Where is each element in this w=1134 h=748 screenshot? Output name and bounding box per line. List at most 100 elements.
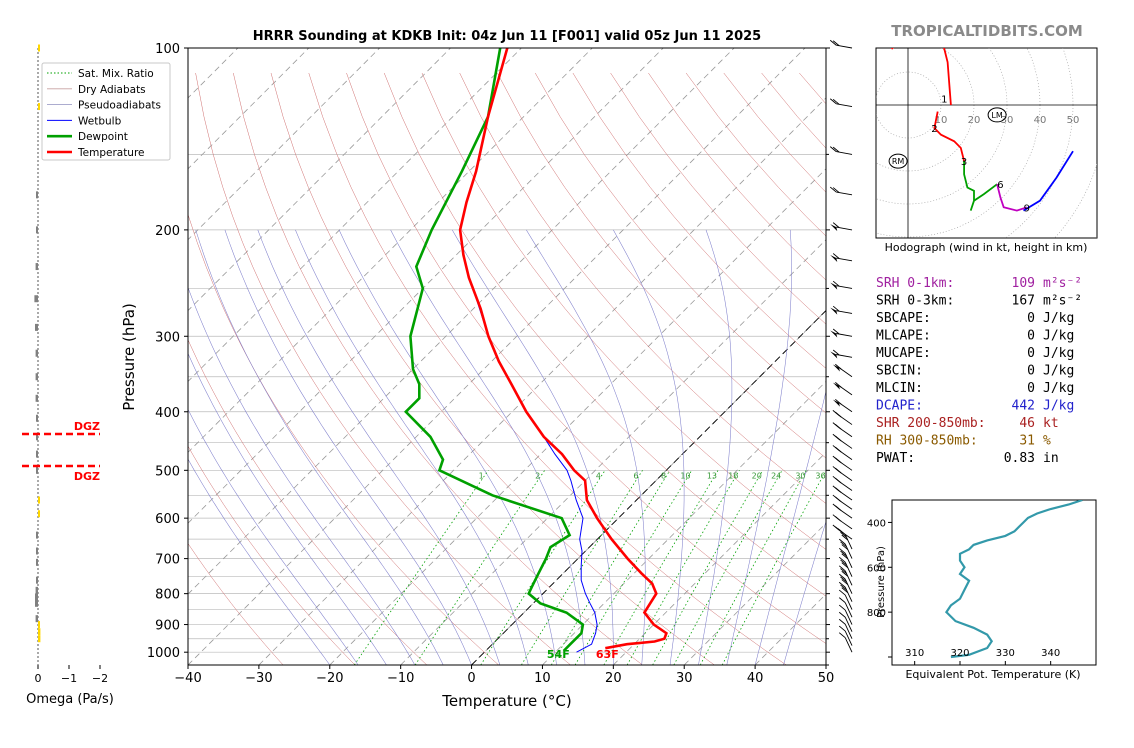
barb-feather: [838, 581, 846, 588]
mixing-ratio-line: [721, 470, 826, 665]
barb-shaft: [844, 630, 853, 646]
dry-adiabat-line: [188, 339, 428, 665]
isotherm-line: [683, 522, 826, 665]
omega-bar: [35, 394, 38, 402]
isotherm-line: [258, 97, 826, 665]
skewt-legend: Sat. Mix. Ratio Dry Adiabats Pseudoadiabat…: [41, 62, 171, 161]
barb-feather: [832, 222, 840, 228]
wind-barb: [838, 589, 853, 610]
dewpoint-line: [403, 48, 585, 652]
dry-adiabat-line: [497, 72, 826, 459]
dry-adiabat-line: [188, 445, 356, 665]
barb-feather: [832, 280, 840, 287]
omega-bar: [36, 547, 38, 555]
wind-barb: [838, 538, 853, 559]
wind-barb: [832, 363, 853, 378]
index-unit: kt: [1043, 416, 1059, 431]
omega-tick-label: −2: [92, 672, 108, 685]
barb-feather: [835, 457, 842, 464]
omega-bar: [35, 593, 38, 601]
barb-feather: [835, 423, 842, 430]
barb-pennant: [830, 224, 838, 232]
dgz-bottom-label: DGZ: [74, 470, 100, 483]
storm-motion-marker: [987, 107, 1007, 123]
y-tick-label: 200: [155, 224, 180, 239]
dry-adiabat-line: [233, 72, 643, 665]
y-tick-label: 600: [155, 512, 180, 527]
y-tick-label: 500: [155, 464, 180, 479]
hodograph-segment: [1023, 150, 1074, 212]
dgz-markers: DGZ DGZ: [22, 420, 100, 483]
isotherm-line: [329, 168, 826, 665]
barb-feather: [835, 496, 842, 503]
legend-label: Temperature: [77, 147, 145, 159]
barb-feather: [841, 570, 849, 577]
pseudoadiabat-line: [698, 229, 733, 665]
theta-e-xlabel: Equivalent Pot. Temperature (K): [905, 668, 1080, 681]
barb-feather: [835, 398, 842, 405]
theta-x-tick-label: 340: [1041, 648, 1060, 659]
barb-feather: [840, 550, 847, 557]
barb-pennant: [832, 382, 840, 390]
dry-adiabat-line: [534, 72, 826, 414]
dry-adiabat-line: [383, 72, 826, 597]
hodograph-segment: [933, 111, 965, 162]
index-unit: J/kg: [1043, 329, 1074, 344]
index-value: 0: [1027, 381, 1035, 396]
skewt-frame: [187, 47, 827, 666]
dry-adiabat-line: [421, 72, 826, 550]
skewt-xlabel: Temperature (°C): [441, 692, 571, 710]
chart-title: HRRR Sounding at KDKB Init: 04z Jun 11 […: [253, 29, 761, 44]
wind-barbs: [829, 39, 853, 653]
mixing-ratio-line: [353, 470, 489, 665]
theta-y-tick-label: 800: [867, 608, 886, 619]
theta-e-axis-ticks: 310 320 330 340 400 600 800: [867, 518, 1060, 665]
omega-bar: [36, 576, 38, 584]
omega-bar: [35, 599, 38, 607]
index-label: MUCAPE:: [876, 346, 931, 361]
hodograph-ring-label: 50: [1067, 115, 1080, 126]
barb-feather: [835, 446, 842, 453]
omega-bar: [34, 295, 38, 303]
skewt-ylabel: Pressure (hPa): [120, 303, 138, 411]
hodograph-segment: [890, 48, 952, 106]
wind-barb: [838, 565, 853, 586]
index-label: SBCIN:: [876, 364, 923, 379]
mixing-ratio-label: 1: [479, 472, 484, 481]
mixing-ratio-line: [480, 470, 606, 665]
hodograph-height-label: 6: [997, 180, 1003, 191]
barb-pennant: [832, 364, 840, 372]
hodograph-ring-label: 40: [1034, 115, 1047, 126]
omega-bar: [36, 414, 38, 422]
barb-feather: [832, 349, 840, 356]
wind-barb: [832, 466, 853, 481]
temperature-line: [458, 48, 668, 650]
index-label: RH 300-850mb:: [876, 434, 978, 449]
mixing-ratio-line: [603, 470, 719, 665]
pseudoadiabat-line: [188, 352, 387, 665]
barb-pennant: [830, 255, 838, 263]
index-value: 0: [1027, 311, 1035, 326]
omega-bar: [36, 191, 38, 199]
index-label: MLCIN:: [876, 381, 923, 396]
omega-bar: [38, 496, 40, 504]
hodograph-panel: 10 20 30 40 50 1 2 3 6 9 LM RM Hodograph (wind in k…: [875, 47, 1098, 254]
omega-bar: [38, 621, 40, 629]
omega-bar: [35, 373, 38, 381]
index-unit: J/kg: [1043, 364, 1074, 379]
isotherm-line: [188, 48, 806, 665]
storm-motion-marker: [888, 153, 908, 169]
barb-feather: [841, 587, 849, 594]
barb-shaft: [844, 617, 853, 632]
pseudoadiabat-line: [257, 229, 501, 665]
mixing-ratio-line: [550, 470, 671, 665]
theta-e-frame: [891, 499, 1097, 666]
y-tick-label: 800: [155, 588, 180, 603]
index-unit: J/kg: [1043, 381, 1074, 396]
index-label: SRH 0-1km:: [876, 276, 954, 291]
barb-feather: [838, 625, 846, 632]
wind-barb: [838, 573, 853, 594]
barb-feather: [835, 435, 842, 442]
legend-label: Dewpoint: [78, 131, 128, 143]
pseudoadiabat-line: [188, 286, 416, 665]
